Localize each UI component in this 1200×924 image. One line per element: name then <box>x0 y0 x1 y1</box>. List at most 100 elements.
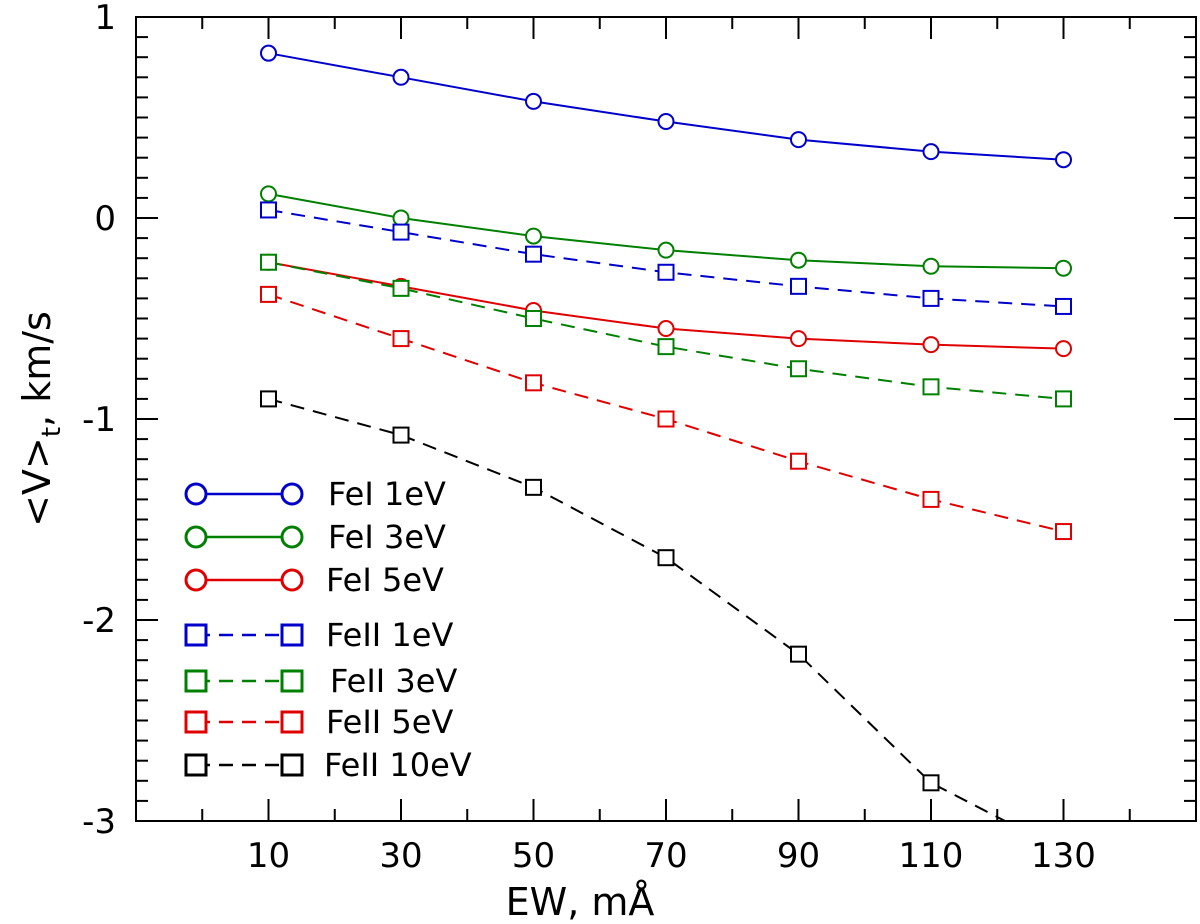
data-point-square <box>392 223 410 241</box>
data-point-square <box>1055 390 1072 408</box>
data-point-circle <box>1055 151 1072 169</box>
data-point-circle <box>657 113 675 131</box>
legend-marker-square <box>184 710 208 734</box>
y-axis-title-subscript: t <box>37 427 67 437</box>
legend-label: FeI 1eV <box>328 475 446 513</box>
data-point-square <box>392 330 410 348</box>
data-point-circle <box>1055 259 1072 277</box>
legend-marker-square <box>184 623 208 647</box>
y-axis-title-main: <V> <box>15 437 59 527</box>
x-tick-label: 50 <box>512 836 555 876</box>
series-layer <box>260 44 1072 821</box>
x-tick-label: 70 <box>644 836 687 876</box>
x-tick-label: 10 <box>247 836 290 876</box>
data-point-square <box>657 263 675 281</box>
legend-item: FeII 3eV <box>184 662 457 700</box>
legend-marker-square <box>280 710 304 734</box>
y-tick-label: 0 <box>94 199 116 239</box>
data-point-square <box>790 277 807 295</box>
data-point-square <box>790 360 807 378</box>
legend-item: FeI 3eV <box>184 518 446 556</box>
legend-label: FeII 3eV <box>330 662 457 700</box>
x-axis-title: EW, mÅ <box>506 880 655 924</box>
data-point-circle <box>922 143 940 161</box>
legend-marker-circle <box>280 482 304 506</box>
legend-marker-circle <box>280 568 304 592</box>
data-point-square <box>1055 523 1072 541</box>
data-point-square <box>922 490 940 508</box>
legend-marker-circle <box>184 482 208 506</box>
x-tick-label: 90 <box>777 836 820 876</box>
series-feii-3ev <box>260 253 1072 408</box>
data-point-square <box>922 378 940 396</box>
data-point-circle <box>392 209 410 227</box>
data-point-circle <box>790 131 807 149</box>
data-point-square <box>657 338 675 356</box>
data-point-square <box>260 390 277 408</box>
legend-marker-circle <box>280 525 304 549</box>
y-axis-title-unit: , km/s <box>15 311 59 427</box>
series-feii-5ev <box>260 285 1072 541</box>
legend-label: FeII 1eV <box>326 616 453 654</box>
data-point-square <box>1055 297 1072 315</box>
series-feii-1ev <box>260 201 1072 315</box>
series-fei-1ev <box>260 44 1072 169</box>
legend-marker-square <box>184 669 208 693</box>
data-point-square <box>525 245 542 263</box>
legend-marker-square <box>280 753 304 777</box>
data-point-square <box>525 374 542 392</box>
data-point-circle <box>392 68 410 86</box>
x-tick-label: 110 <box>899 836 964 876</box>
legend-marker-circle <box>184 568 208 592</box>
data-point-circle <box>1055 340 1072 358</box>
data-point-circle <box>260 44 277 62</box>
legend-marker-square <box>280 669 304 693</box>
data-point-square <box>392 279 410 297</box>
legend-item: FeII 5eV <box>184 703 453 741</box>
data-point-square <box>657 410 675 428</box>
data-point-circle <box>922 257 940 275</box>
x-tick-label: 30 <box>379 836 422 876</box>
data-point-circle <box>790 251 807 269</box>
legend-marker-square <box>280 623 304 647</box>
data-point-square <box>790 452 807 470</box>
data-point-square <box>260 201 277 219</box>
y-tick-label: 1 <box>94 0 116 38</box>
data-point-circle <box>525 92 542 110</box>
x-tick-label: 130 <box>1031 836 1096 876</box>
y-tick-label: -2 <box>82 601 116 641</box>
data-point-square <box>922 289 940 307</box>
data-point-circle <box>657 320 675 338</box>
data-point-square <box>922 774 940 792</box>
data-point-square <box>790 645 807 663</box>
legend-item: FeI 5eV <box>184 561 444 599</box>
data-point-square <box>392 426 410 444</box>
data-point-square <box>657 549 675 567</box>
tick-layer: 10 30 50 70 90 110 130 -3 -2 -1 0 1 <box>82 0 1196 876</box>
y-tick-label: -3 <box>82 802 116 842</box>
data-point-square <box>260 253 277 271</box>
data-point-circle <box>922 336 940 354</box>
legend-label: FeII 10eV <box>324 746 472 784</box>
legend-label: FeI 5eV <box>326 561 444 599</box>
y-axis-title: <V>t, km/s <box>15 311 67 527</box>
legend-item: FeI 1eV <box>184 475 446 513</box>
legend-marker-square <box>184 753 208 777</box>
data-point-square <box>525 478 542 496</box>
legend-item: FeII 1eV <box>184 616 453 654</box>
data-point-square <box>260 285 277 303</box>
legend-label: FeI 3eV <box>328 518 446 556</box>
data-point-circle <box>260 185 277 203</box>
series-feii-10ev <box>260 390 1008 821</box>
legend-marker-circle <box>184 525 208 549</box>
data-point-circle <box>525 227 542 245</box>
data-point-circle <box>790 330 807 348</box>
data-point-square <box>525 310 542 327</box>
y-tick-label: -1 <box>82 400 116 440</box>
legend-label: FeII 5eV <box>326 703 453 741</box>
data-point-circle <box>657 241 675 259</box>
legend-item: FeII 10eV <box>184 746 472 784</box>
